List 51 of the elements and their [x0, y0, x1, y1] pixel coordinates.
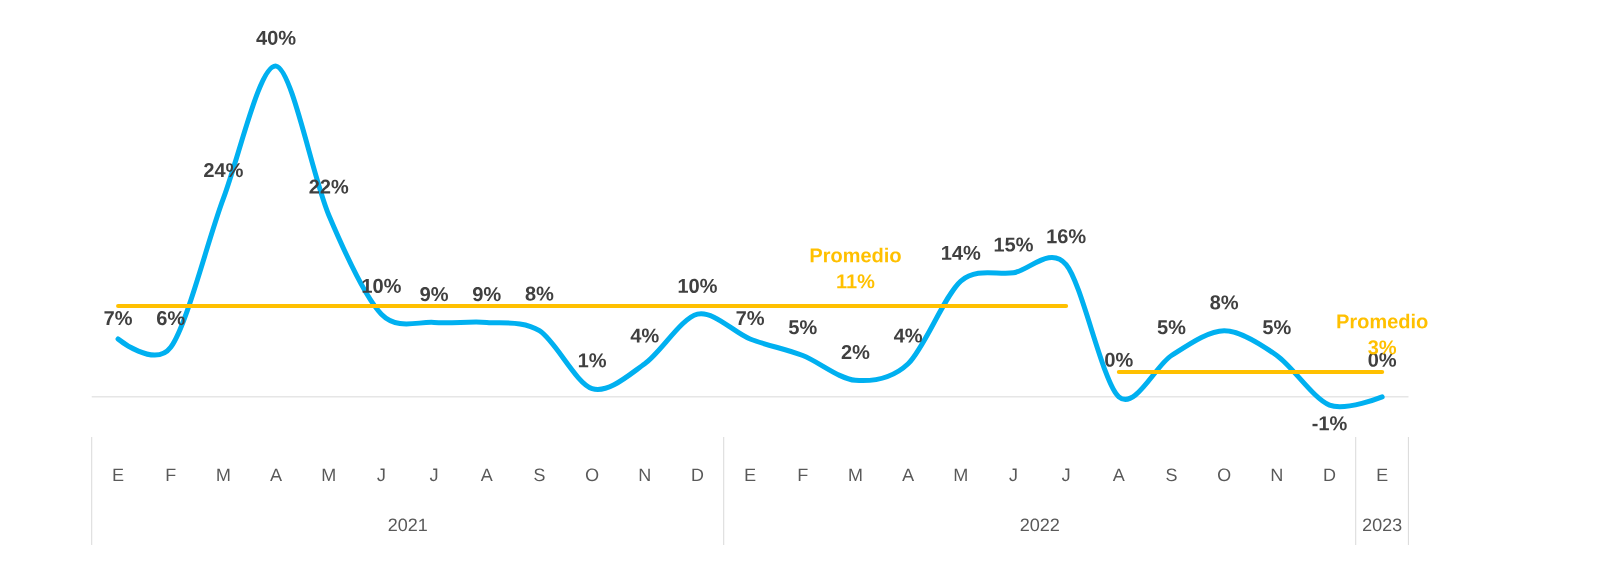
data-label: 11% — [837, 274, 875, 289]
x-tick-label: N — [639, 468, 650, 482]
x-tick-label: D — [1324, 468, 1336, 482]
data-label: -1% — [1312, 416, 1347, 431]
data-label: 16% — [1047, 229, 1086, 244]
data-label: 4% — [893, 328, 923, 343]
text: 2022 — [1020, 518, 1059, 532]
data-label: 1% — [578, 353, 607, 368]
text: Promedio — [810, 247, 901, 263]
data-label: 8% — [1210, 295, 1239, 310]
text: Promedio — [1337, 313, 1428, 329]
x-tick-label: J — [1009, 468, 1017, 482]
x-tick-label: O — [1218, 468, 1231, 482]
data-label: 9% — [472, 287, 501, 302]
x-tick-label: O — [585, 468, 599, 482]
x-tick-label: E — [1377, 468, 1388, 482]
x-tick-label: M — [849, 468, 862, 482]
x-tick-label: D — [692, 468, 704, 482]
x-tick-label: F — [166, 468, 176, 482]
data-label: 8% — [525, 286, 554, 301]
text: 2023 — [1363, 518, 1402, 532]
x-tick-label: E — [113, 468, 124, 482]
x-tick-label: N — [1271, 468, 1282, 482]
data-label: 5% — [1157, 320, 1186, 335]
x-tick-label: J — [377, 468, 385, 482]
x-tick-label: F — [798, 468, 808, 482]
x-tick-label: A — [480, 468, 493, 482]
x-tick-label: E — [745, 468, 756, 482]
x-tick-label: J — [1061, 468, 1070, 482]
x-tick-label: M — [322, 468, 335, 482]
data-label: 4% — [630, 328, 659, 343]
data-label: 0% — [1105, 352, 1133, 367]
data-label: 14% — [942, 245, 981, 260]
x-tick-label: A — [902, 468, 915, 482]
text: 2021 — [388, 518, 427, 532]
x-tick-label: S — [1166, 468, 1177, 482]
data-label: 40% — [256, 30, 296, 45]
x-tick-label: A — [270, 468, 283, 482]
data-label: 15% — [994, 237, 1033, 252]
data-label: 9% — [420, 287, 448, 302]
data-label: 5% — [1262, 320, 1291, 335]
x-tick-label: S — [534, 468, 545, 482]
data-label: 7% — [104, 311, 132, 326]
data-label: 7% — [736, 311, 765, 326]
data-label: 2% — [841, 345, 870, 360]
data-label: 10% — [678, 278, 717, 293]
x-tick-label: A — [1112, 468, 1125, 482]
x-tick-label: J — [429, 468, 438, 482]
x-tick-label: M — [217, 468, 230, 482]
x-tick-label: M — [954, 468, 967, 482]
data-label: 5% — [788, 320, 817, 335]
